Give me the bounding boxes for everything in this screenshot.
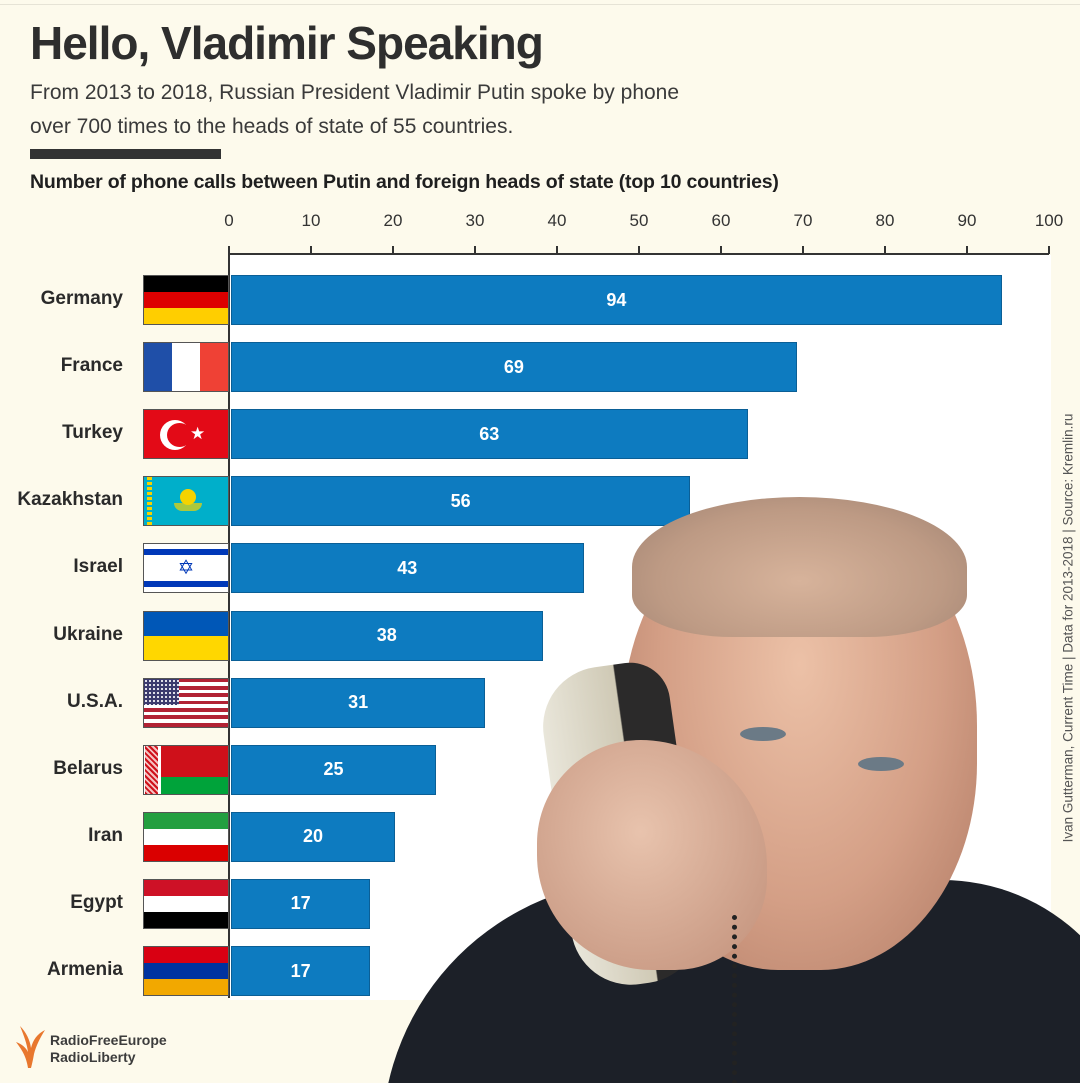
bar: 43 <box>231 543 584 594</box>
subtitle: From 2013 to 2018, Russian President Vla… <box>30 76 790 144</box>
top-border <box>0 4 1080 5</box>
bar-value-label: 17 <box>290 893 311 914</box>
country-label: France <box>60 355 123 377</box>
country-label: Kazakhstan <box>17 489 123 511</box>
bar: 17 <box>231 878 371 929</box>
hand-shape <box>537 740 767 970</box>
bar: 38 <box>231 610 543 661</box>
bar-row: Kazakhstan 56 <box>0 475 1080 527</box>
rfe-rl-flame-icon <box>16 1026 45 1068</box>
bar-value-label: 63 <box>479 423 500 444</box>
logo-line-2: RadioLiberty <box>50 1049 136 1065</box>
flag-icon-israel: ✡ <box>143 543 229 594</box>
x-tick <box>1048 246 1050 254</box>
bar-value-label: 69 <box>503 356 524 377</box>
x-tick-label: 20 <box>383 211 403 230</box>
bar-row: Israel ✡ 43 <box>0 542 1080 594</box>
bar-value-label: 25 <box>323 759 344 780</box>
x-tick-label: 50 <box>629 211 649 230</box>
bar-row: France 69 <box>0 341 1080 393</box>
x-tick-label: 90 <box>957 211 977 230</box>
flag-icon-usa <box>143 677 229 728</box>
bar: 63 <box>231 409 748 460</box>
bar: 56 <box>231 476 691 527</box>
x-axis: 0 10 20 30 40 50 60 70 80 90 100 <box>224 205 1063 255</box>
bar-row: U.S.A. 31 <box>0 677 1080 729</box>
logo-line-1: RadioFreeEurope <box>50 1032 167 1048</box>
country-label: Turkey <box>62 422 123 444</box>
x-tick <box>802 246 804 254</box>
bar-row: Egypt 17 <box>0 878 1080 930</box>
flag-icon-france <box>143 342 229 393</box>
country-label: Iran <box>88 824 123 846</box>
x-tick <box>474 246 476 254</box>
bar-row: Germany 94 <box>0 274 1080 326</box>
x-tick <box>556 246 558 254</box>
bar-value-label: 56 <box>450 490 471 511</box>
flag-icon-iran <box>143 811 229 862</box>
flag-icon-ukraine <box>143 610 229 661</box>
y-axis-line <box>228 253 230 998</box>
x-tick <box>884 246 886 254</box>
flag-icon-belarus <box>143 744 229 795</box>
subtitle-line-1: From 2013 to 2018, Russian President Vla… <box>30 81 680 104</box>
x-tick <box>228 246 230 254</box>
eye-left <box>740 727 786 741</box>
bar-value-label: 38 <box>376 625 397 645</box>
bar-row: Armenia 17 <box>0 945 1080 997</box>
rfe-rl-logo: RadioFreeEurope RadioLiberty <box>12 1020 212 1075</box>
x-tick <box>392 246 394 254</box>
x-tick-label: 100 <box>1034 211 1064 230</box>
bar-value-label: 94 <box>606 289 627 310</box>
bar: 17 <box>231 946 371 996</box>
bar-row: Iran 20 <box>0 811 1080 863</box>
country-label: Germany <box>40 288 123 309</box>
phone-cord <box>732 915 762 1083</box>
x-tick-label: 70 <box>793 211 813 230</box>
x-axis-line <box>229 253 1049 255</box>
x-tick <box>310 246 312 254</box>
page-title: Hello, Vladimir Speaking <box>30 17 544 69</box>
flag-icon-germany <box>143 275 229 325</box>
x-tick <box>966 246 968 254</box>
logo-text: RadioFreeEurope RadioLiberty <box>50 1032 167 1066</box>
flag-icon-turkey: ★ <box>143 409 229 460</box>
bar: 31 <box>231 677 486 728</box>
x-tick-label: 60 <box>711 211 731 230</box>
bar-value-label: 20 <box>302 826 324 847</box>
bar-value-label: 43 <box>397 557 418 578</box>
flag-icon-egypt <box>143 878 229 929</box>
x-tick-label: 30 <box>465 211 485 230</box>
title-divider <box>30 149 221 159</box>
country-label: Belarus <box>53 757 123 779</box>
subtitle-line-2: over 700 times to the heads of state of … <box>30 115 514 138</box>
bar: 94 <box>231 275 1002 325</box>
x-tick-label: 80 <box>875 211 895 230</box>
eye-right <box>858 757 904 771</box>
hair-shape <box>632 497 967 637</box>
bar-value-label: 17 <box>290 960 311 981</box>
bar: 20 <box>231 811 395 862</box>
x-tick <box>638 246 640 254</box>
x-tick-label: 10 <box>301 211 321 230</box>
country-label: Egypt <box>70 891 123 913</box>
bar-row: Ukraine 38 <box>0 610 1080 662</box>
chart-title: Number of phone calls between Putin and … <box>30 171 779 193</box>
putin-photo <box>372 495 1080 1083</box>
x-tick-label: 0 <box>224 211 234 230</box>
bar-row: Belarus 25 <box>0 744 1080 796</box>
bar: 69 <box>231 342 797 393</box>
x-tick <box>720 246 722 254</box>
country-label: U.S.A. <box>67 690 123 712</box>
source-credit: Ivan Gutterman, Current Time | Data for … <box>1060 413 1076 843</box>
flag-icon-kazakhstan <box>143 476 229 527</box>
country-label: Ukraine <box>53 623 123 645</box>
bar: 25 <box>231 744 436 795</box>
bar-value-label: 31 <box>348 692 369 713</box>
country-label: Armenia <box>46 959 123 980</box>
bar-row: Turkey ★ 63 <box>0 408 1080 460</box>
x-tick-label: 40 <box>547 211 567 230</box>
flag-icon-armenia <box>143 946 229 996</box>
country-label: Israel <box>73 556 123 578</box>
